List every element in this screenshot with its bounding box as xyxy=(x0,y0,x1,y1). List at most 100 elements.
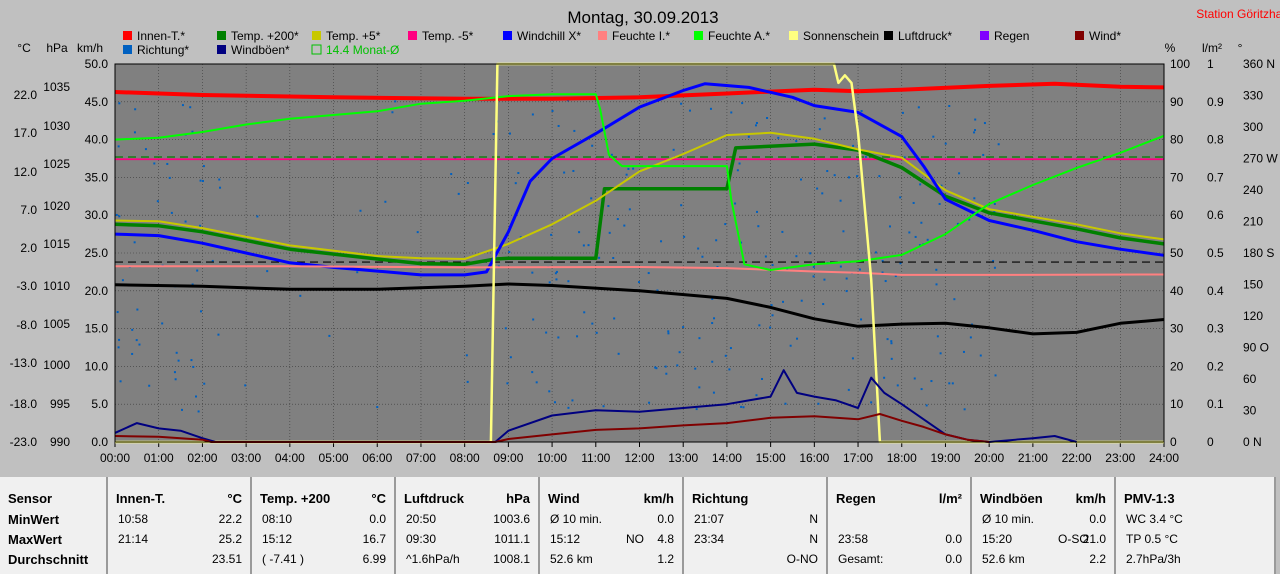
direction-point xyxy=(654,366,657,369)
y-tick-label-kmh: 30.0 xyxy=(85,208,109,222)
direction-point xyxy=(554,272,557,275)
direction-point xyxy=(738,162,741,165)
stats-cell-label: 15:20 xyxy=(982,532,1013,546)
x-tick-label: 15:00 xyxy=(756,451,786,465)
direction-point xyxy=(647,272,650,275)
direction-point xyxy=(833,174,836,177)
direction-point xyxy=(742,406,745,409)
legend-swatch xyxy=(217,31,226,40)
direction-point xyxy=(219,186,222,189)
direction-point xyxy=(758,324,761,327)
direction-point xyxy=(771,314,774,317)
y-tick-label-hpa: 1020 xyxy=(43,199,70,213)
direction-point xyxy=(197,410,200,413)
direction-point xyxy=(591,322,594,325)
direction-point xyxy=(648,401,651,404)
direction-point xyxy=(200,310,203,313)
legend-swatch xyxy=(980,31,989,40)
stats-panel-title: Regen xyxy=(836,491,876,506)
stats-cell-value: 1011.1 xyxy=(494,532,530,546)
y-tick-label-celsius: 7.0 xyxy=(20,203,37,217)
direction-point xyxy=(191,283,194,286)
y-tick-label-lm2: 1 xyxy=(1207,57,1214,71)
y-tick-label-kmh: 45.0 xyxy=(85,95,109,109)
direction-point xyxy=(842,230,845,233)
direction-point xyxy=(724,354,727,357)
y-tick-label-lm2: 0.1 xyxy=(1207,397,1224,411)
direction-point xyxy=(680,204,683,207)
direction-point xyxy=(623,224,626,227)
direction-point xyxy=(974,118,977,121)
direction-point xyxy=(899,196,902,199)
stats-panel: Richtung 21:07 N 23:34 N O-NO xyxy=(684,477,828,574)
direction-point xyxy=(939,352,942,355)
y-tick-label-percent: 50 xyxy=(1170,246,1184,260)
direction-point xyxy=(563,171,566,174)
y-tick-label-lm2: 0.9 xyxy=(1207,95,1224,109)
axis-unit-lm2: l/m² xyxy=(1202,41,1222,55)
direction-point xyxy=(754,124,757,127)
direction-point xyxy=(136,308,139,311)
direction-point xyxy=(665,372,668,375)
y-tick-label-degree: 330 xyxy=(1243,89,1263,103)
y-tick-label-lm2: 0 xyxy=(1207,435,1214,449)
direction-point xyxy=(847,388,850,391)
direction-point xyxy=(983,122,986,125)
direction-point xyxy=(557,336,560,339)
direction-point xyxy=(118,102,121,105)
stats-row: ^1.6hPa/h 1008.1 xyxy=(396,552,538,571)
stats-table: Sensor MinWert MaxWert Durchschnitt Innen-T.… xyxy=(0,477,1280,574)
direction-point xyxy=(851,357,854,360)
stats-row: Ø 10 min. 0.0 xyxy=(972,512,1114,531)
direction-point xyxy=(664,365,667,368)
x-tick-label: 12:00 xyxy=(624,451,654,465)
x-tick-label: 10:00 xyxy=(537,451,567,465)
direction-point xyxy=(982,153,985,156)
direction-point xyxy=(926,238,929,241)
stats-row: 08:10 0.0 xyxy=(252,512,394,531)
y-tick-label-degree: 30 xyxy=(1243,404,1257,418)
y-tick-label-degree: 120 xyxy=(1243,309,1263,323)
direction-point xyxy=(789,344,792,347)
legend-swatch xyxy=(217,45,226,54)
direction-point xyxy=(935,283,938,286)
y-tick-label-kmh: 25.0 xyxy=(85,246,109,260)
stats-panel-unit: l/m² xyxy=(938,491,962,506)
direction-point xyxy=(266,270,269,273)
stats-cell-value: 22.2 xyxy=(218,512,242,526)
direction-point xyxy=(567,406,570,409)
direction-point xyxy=(545,331,548,334)
stats-cell-label: Gesamt: xyxy=(838,552,884,566)
direction-point xyxy=(908,231,911,234)
plot-frame xyxy=(114,63,1165,443)
direction-point xyxy=(627,167,630,170)
direction-point xyxy=(590,197,593,200)
direction-point xyxy=(656,289,659,292)
direction-point xyxy=(550,233,553,236)
direction-point xyxy=(595,331,598,334)
direction-point xyxy=(896,384,899,387)
y-tick-label-hpa: 1035 xyxy=(43,80,70,94)
direction-point xyxy=(953,298,956,301)
direction-point xyxy=(508,250,511,253)
direction-point xyxy=(457,192,460,195)
direction-point xyxy=(884,280,887,283)
direction-point xyxy=(667,330,670,333)
stats-panel-title: PMV-1:3 xyxy=(1124,491,1175,506)
legend-label: Luftdruck* xyxy=(898,29,952,43)
direction-point xyxy=(935,268,938,271)
series-line-temp-5 xyxy=(114,131,1165,260)
axis-unit-percent: % xyxy=(1165,41,1176,55)
stats-row: 20:50 1003.6 xyxy=(396,512,538,531)
stats-row: Durchschnitt xyxy=(0,552,106,571)
x-tick-label: 01:00 xyxy=(144,451,174,465)
direction-point xyxy=(697,247,700,250)
direction-point xyxy=(919,183,922,186)
direction-point xyxy=(817,402,820,405)
stats-cell-value: 4.8 xyxy=(657,532,674,546)
stats-cell-value: N xyxy=(809,532,818,546)
x-tick-label: 22:00 xyxy=(1062,451,1092,465)
x-tick-label: 16:00 xyxy=(799,451,829,465)
stats-cell-label: 15:12 xyxy=(262,532,293,546)
y-tick-label-hpa: 995 xyxy=(50,397,70,411)
